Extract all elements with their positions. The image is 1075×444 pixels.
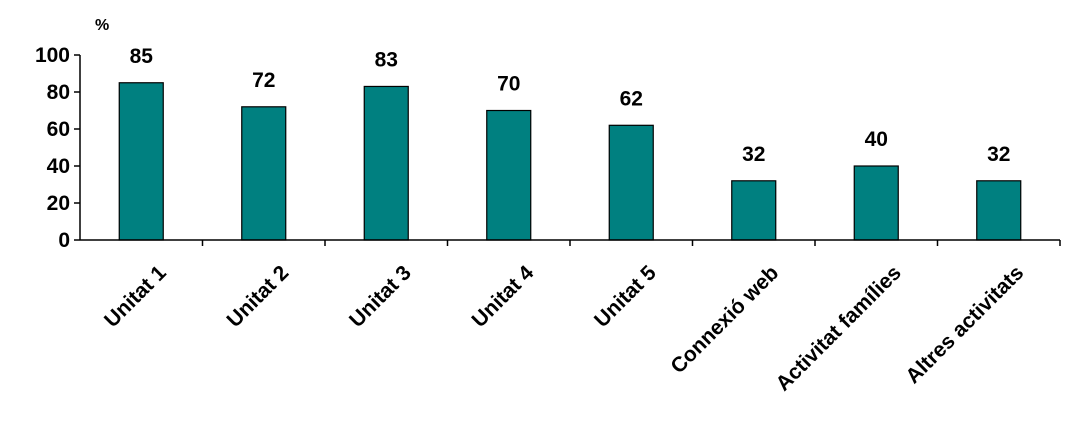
category-label: Unitat 1 <box>100 261 171 332</box>
y-tick-label: 0 <box>58 229 70 252</box>
category-label: Activitat famílies <box>772 261 906 395</box>
data-label: 62 <box>620 87 643 110</box>
category-label: Unitat 5 <box>590 261 661 332</box>
data-label: 85 <box>130 45 154 68</box>
bar <box>241 106 287 241</box>
data-label: 83 <box>375 48 398 71</box>
bar <box>486 109 532 241</box>
bar <box>363 85 409 241</box>
data-labels-group: 85 72 83 70 62 32 40 32 <box>130 45 1011 166</box>
category-label: Unitat 2 <box>223 261 294 332</box>
bars-group <box>118 82 1022 241</box>
category-label: Unitat 3 <box>345 261 416 332</box>
y-tick-label: 100 <box>35 44 70 67</box>
bar <box>976 180 1022 241</box>
data-label: 32 <box>987 143 1010 166</box>
bar <box>608 124 654 241</box>
y-unit-label: % <box>95 17 109 34</box>
y-axis: 0 20 40 60 80 100 <box>35 44 1061 252</box>
category-label: Unitat 4 <box>468 261 539 332</box>
category-label: Altres activitats <box>901 261 1028 388</box>
category-label: Connexió web <box>666 261 783 378</box>
y-tick-label: 60 <box>47 118 70 141</box>
bar <box>853 165 899 241</box>
bar <box>731 180 777 241</box>
data-label: 40 <box>865 128 888 151</box>
bar <box>118 82 164 241</box>
y-tick-label: 80 <box>47 81 70 104</box>
y-tick-label: 20 <box>47 192 70 215</box>
category-labels-group: Unitat 1 Unitat 2 Unitat 3 Unitat 4 Unitat 5… <box>100 261 1028 396</box>
y-tick-label: 40 <box>47 155 70 178</box>
data-label: 70 <box>497 73 520 96</box>
data-label: 72 <box>252 69 275 92</box>
data-label: 32 <box>742 143 765 166</box>
